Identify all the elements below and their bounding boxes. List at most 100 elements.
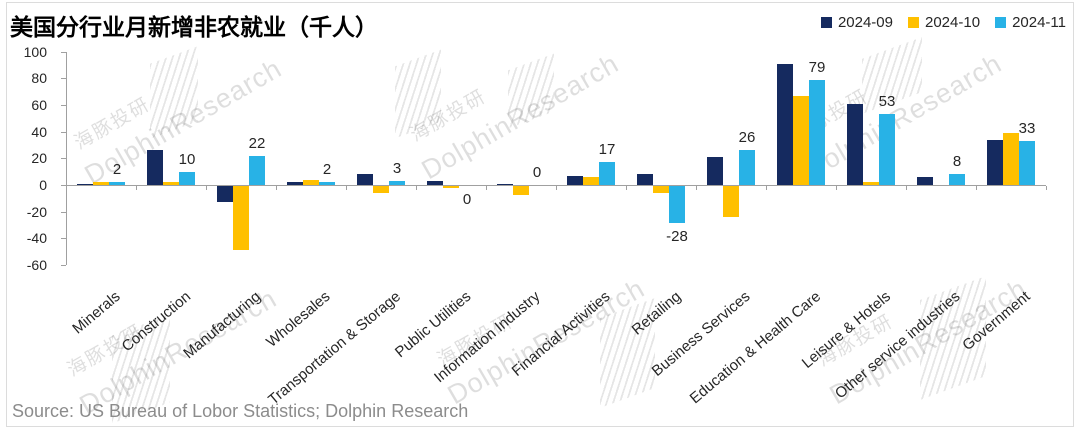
x-tick (276, 186, 277, 190)
bar-2024-09-other-service-industries (917, 176, 933, 185)
source-note: Source: US Bureau of Lobor Statistics; D… (12, 401, 469, 421)
bar-2024-10-education-health-care (793, 95, 809, 185)
bar-2024-11-business-services (739, 150, 755, 185)
bar-2024-10-manufacturing (233, 186, 249, 251)
y-tick-label: 60 (31, 96, 47, 113)
bar-2024-11-other-service-industries (949, 174, 965, 185)
bar-2024-09-transportation-storage (357, 174, 373, 185)
bar-2024-09-government (987, 139, 1003, 185)
data-label-wholesales: 2 (322, 161, 332, 179)
y-tick-label: 100 (23, 43, 47, 60)
legend-item-2024-11: 2024-11 (995, 14, 1066, 31)
bar-2024-10-information-industry (513, 186, 529, 196)
axis-label-transportation-storage: Transportation & Storage (265, 288, 404, 409)
x-tick (836, 186, 837, 190)
bar-2024-09-wholesales (287, 182, 303, 185)
legend-swatch-2024-10 (908, 17, 919, 28)
legend-item-2024-09: 2024-09 (820, 14, 893, 31)
bar-2024-09-construction (147, 150, 163, 185)
legend-label-2024-10: 2024-10 (925, 14, 981, 31)
y-tick (61, 265, 66, 267)
bar-2024-11-transportation-storage (389, 180, 405, 185)
data-label-manufacturing: 22 (248, 134, 266, 152)
bar-2024-09-leisure-hotels (847, 103, 863, 185)
x-tick (626, 186, 627, 190)
bar-2024-09-information-industry (497, 183, 513, 185)
y-tick-label: -40 (26, 230, 47, 247)
data-label-business-services: 26 (738, 129, 756, 147)
legend-swatch-2024-09 (820, 17, 832, 28)
bar-2024-09-financial-activities (567, 175, 583, 185)
bar-2024-09-manufacturing (217, 186, 233, 203)
legend-label-2024-11: 2024-11 (1012, 14, 1066, 31)
bar-2024-10-leisure-hotels (863, 182, 879, 185)
legend-swatch-2024-11 (995, 17, 1007, 28)
y-tick-label: 40 (31, 123, 47, 140)
legend-label-2024-09: 2024-09 (837, 14, 893, 31)
bar-2024-09-public-utilities (427, 180, 443, 185)
bar-2024-11-leisure-hotels (879, 114, 895, 185)
y-tick (61, 131, 66, 133)
bar-2024-09-retailing (637, 174, 653, 185)
x-tick (906, 186, 907, 190)
watermark-hatch (508, 53, 554, 129)
watermark-hatch (395, 49, 441, 139)
data-label-other-service-industries: 8 (952, 153, 962, 171)
bar-2024-10-transportation-storage (373, 186, 389, 193)
data-label-retailing: -28 (666, 228, 688, 246)
watermark-hatch (150, 46, 198, 139)
y-tick-label: 20 (31, 150, 47, 167)
bar-2024-09-business-services (707, 156, 723, 185)
bar-2024-10-business-services (723, 186, 739, 217)
data-label-information-industry: 0 (532, 164, 542, 181)
x-tick (416, 186, 417, 190)
axis-label-government: Government (959, 288, 1034, 355)
axis-label-education-health-care: Education & Health Care (686, 288, 824, 408)
y-tick (61, 158, 66, 160)
bar-2024-10-public-utilities (443, 186, 459, 188)
bar-2024-11-wholesales (319, 182, 335, 185)
data-label-financial-activities: 17 (598, 141, 616, 159)
x-tick (346, 186, 347, 190)
bar-2024-09-minerals (77, 183, 93, 185)
bar-2024-11-financial-activities (599, 162, 615, 185)
bar-2024-11-minerals (109, 182, 125, 185)
x-tick (206, 186, 207, 190)
x-tick (1046, 186, 1047, 190)
chart-title: 美国分行业月新增非农就业（千人） (10, 14, 378, 40)
y-tick (61, 51, 66, 53)
y-tick-label: -60 (26, 257, 47, 274)
bar-2024-10-wholesales (303, 179, 319, 185)
bar-2024-10-financial-activities (583, 176, 599, 185)
x-tick (486, 186, 487, 190)
bar-2024-10-minerals (93, 182, 109, 185)
bar-2024-11-government (1019, 140, 1035, 185)
data-label-public-utilities: 0 (462, 191, 472, 208)
x-tick (136, 186, 137, 190)
y-tick (61, 211, 66, 213)
bar-2024-11-construction (179, 171, 195, 185)
y-tick (61, 104, 66, 106)
y-tick (61, 185, 66, 186)
bar-2024-11-education-health-care (809, 79, 825, 185)
y-tick (61, 238, 66, 240)
y-tick (61, 78, 66, 80)
data-label-education-health-care: 79 (808, 58, 826, 76)
legend: 2024-09 2024-10 2024-11 (820, 14, 1066, 31)
y-tick-label: 80 (31, 70, 47, 87)
watermark-cn: 海豚投研 (407, 85, 491, 147)
axis-label-retailing: Retailing (628, 288, 684, 339)
bar-2024-10-government (1003, 132, 1019, 185)
y-tick-label: -20 (26, 203, 47, 220)
x-tick (556, 186, 557, 190)
bar-2024-10-retailing (653, 186, 669, 193)
x-tick (696, 186, 697, 190)
bar-2024-11-retailing (669, 186, 685, 224)
x-axis (66, 185, 1046, 186)
axis-label-other-service-industries: Other service industries (832, 288, 964, 403)
axis-label-wholesales: Wholesales (263, 288, 334, 351)
x-tick (976, 186, 977, 190)
y-tick-label: 0 (39, 177, 47, 193)
bar-2024-11-manufacturing (249, 155, 265, 185)
